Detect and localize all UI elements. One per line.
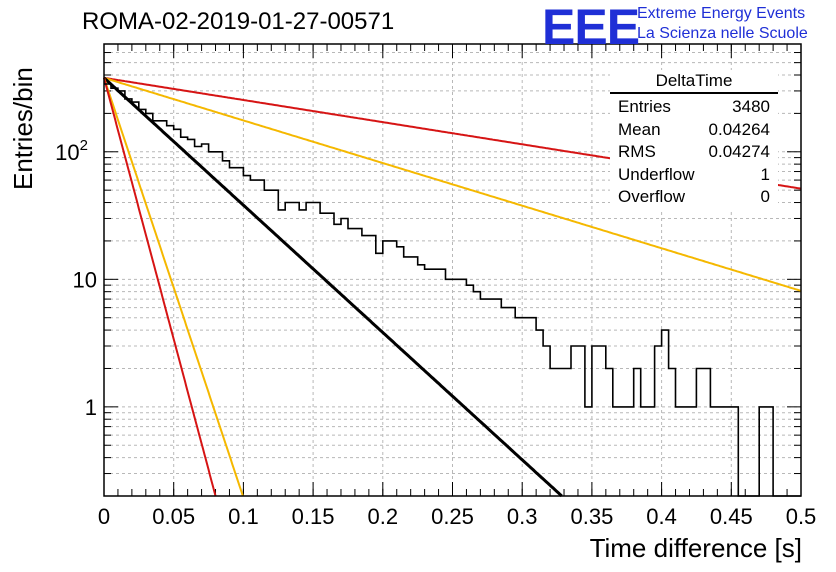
y-tick-label: 1 (85, 395, 97, 420)
fit-curves (102, 76, 802, 498)
fit-curve (102, 76, 563, 498)
tick-labels: 0 0.05 0.1 0.15 0.2 0.25 0.3 0.35 0.4 0.45 0.51101… (55, 137, 816, 529)
logo-line1: Extreme Energy Events (637, 5, 806, 22)
x-tick-label: 0.1 (228, 504, 259, 529)
eee-logo: EEE (542, 0, 640, 55)
x-tick-label: 0.3 (507, 504, 538, 529)
plot-frame (103, 43, 802, 497)
stats-label: Mean (618, 119, 661, 139)
stats-row-underflow: Underflow 1 (610, 164, 778, 187)
chart-title: ROMA-02-2019-01-27-00571 (82, 8, 395, 35)
fit-curve (103, 77, 244, 497)
stats-label: Overflow (618, 187, 686, 206)
stats-box: DeltaTime Entries 3480 Mean 0.04264 RMS … (610, 70, 778, 209)
stats-label: RMS (618, 142, 656, 161)
stats-value: 3480 (732, 97, 770, 116)
x-tick-label: 0.5 (786, 504, 817, 529)
stats-title: DeltaTime (610, 70, 778, 94)
stats-label: Underflow (618, 164, 695, 184)
logo-text: Extreme Energy Events La Scienza nelle S… (637, 4, 808, 44)
stats-row-entries: Entries 3480 (610, 96, 778, 119)
stats-label: Entries (618, 97, 671, 116)
x-tick-label: 0.2 (368, 504, 399, 529)
x-tick-label: 0.15 (292, 504, 335, 529)
fit-curve (103, 76, 802, 292)
x-tick-label: 0.4 (646, 504, 677, 529)
stats-row-overflow: Overflow 0 (610, 186, 778, 209)
fit-curve (103, 77, 217, 497)
x-tick-label: 0 (98, 504, 110, 529)
histogram (104, 83, 801, 497)
y-axis-label: Entries/bin (8, 67, 38, 190)
stats-row-mean: Mean 0.04264 (610, 119, 778, 142)
stats-row-rms: RMS 0.04274 (610, 141, 778, 164)
stats-value: 0.04274 (708, 142, 770, 161)
x-axis-label: Time difference [s] (589, 533, 802, 563)
x-tick-label: 0.05 (152, 504, 195, 529)
x-tick-label: 0.45 (710, 504, 753, 529)
stats-value: 0 (760, 187, 770, 206)
x-tick-label: 0.25 (431, 504, 474, 529)
logo-line2: La Scienza nelle Scuole (637, 25, 808, 42)
x-tick-label: 0.35 (570, 504, 613, 529)
y-tick-label: 102 (55, 137, 88, 165)
histogram-outline (104, 83, 801, 497)
stats-value: 1 (760, 164, 770, 184)
y-tick-label: 10 (73, 267, 97, 292)
stats-value: 0.04264 (708, 119, 770, 139)
